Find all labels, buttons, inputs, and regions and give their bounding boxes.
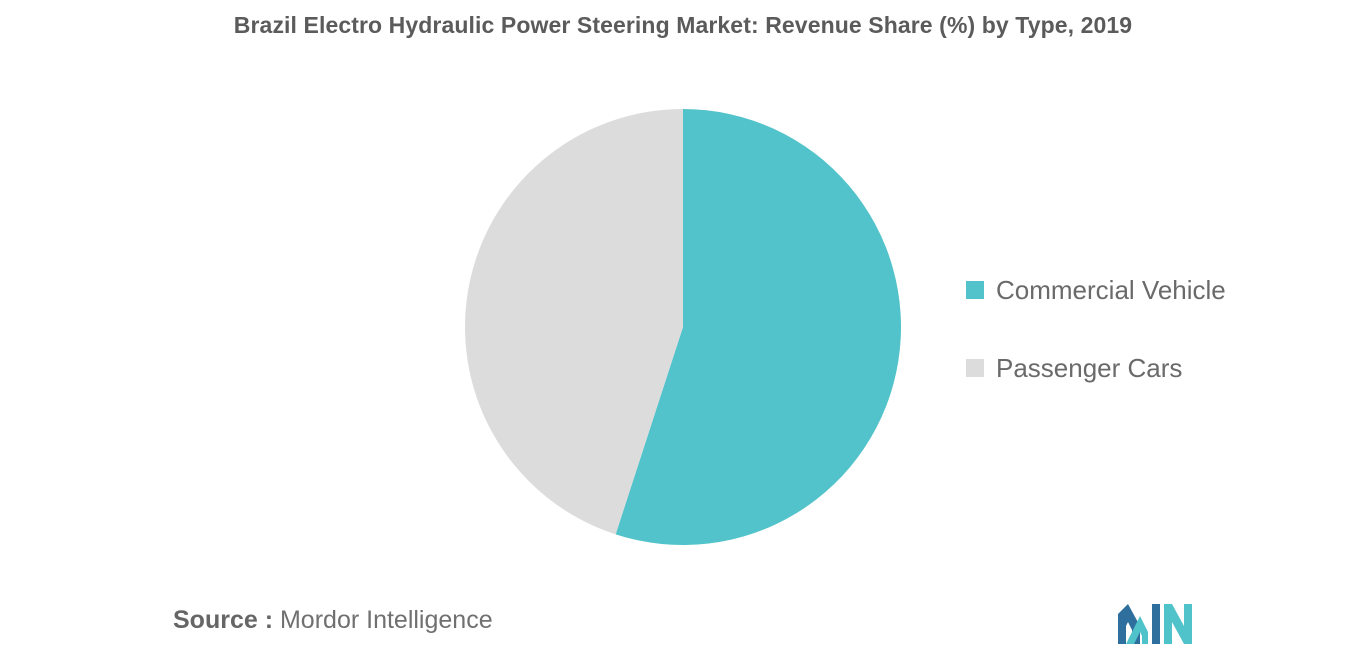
legend-label: Passenger Cars [996,352,1183,383]
source-note: Source : Mordor Intelligence [173,606,493,635]
chart-title: Brazil Electro Hydraulic Power Steering … [233,12,1133,38]
legend-label: Commercial Vehicle [996,274,1226,305]
legend-item-commercial-vehicle: Commercial Vehicle [966,272,1226,308]
legend: Commercial Vehicle Passenger Cars [966,272,1226,428]
pie-slice-passenger-cars [465,109,683,535]
legend-item-passenger-cars: Passenger Cars [966,350,1226,386]
legend-swatch-commercial-vehicle [966,281,984,299]
pie-slice-commercial-vehicle [615,109,902,545]
source-prefix: Source : [173,606,274,634]
source-text: Mordor Intelligence [279,606,493,634]
mordor-intelligence-logo-icon [1118,604,1192,644]
legend-swatch-passenger-cars [966,359,984,377]
